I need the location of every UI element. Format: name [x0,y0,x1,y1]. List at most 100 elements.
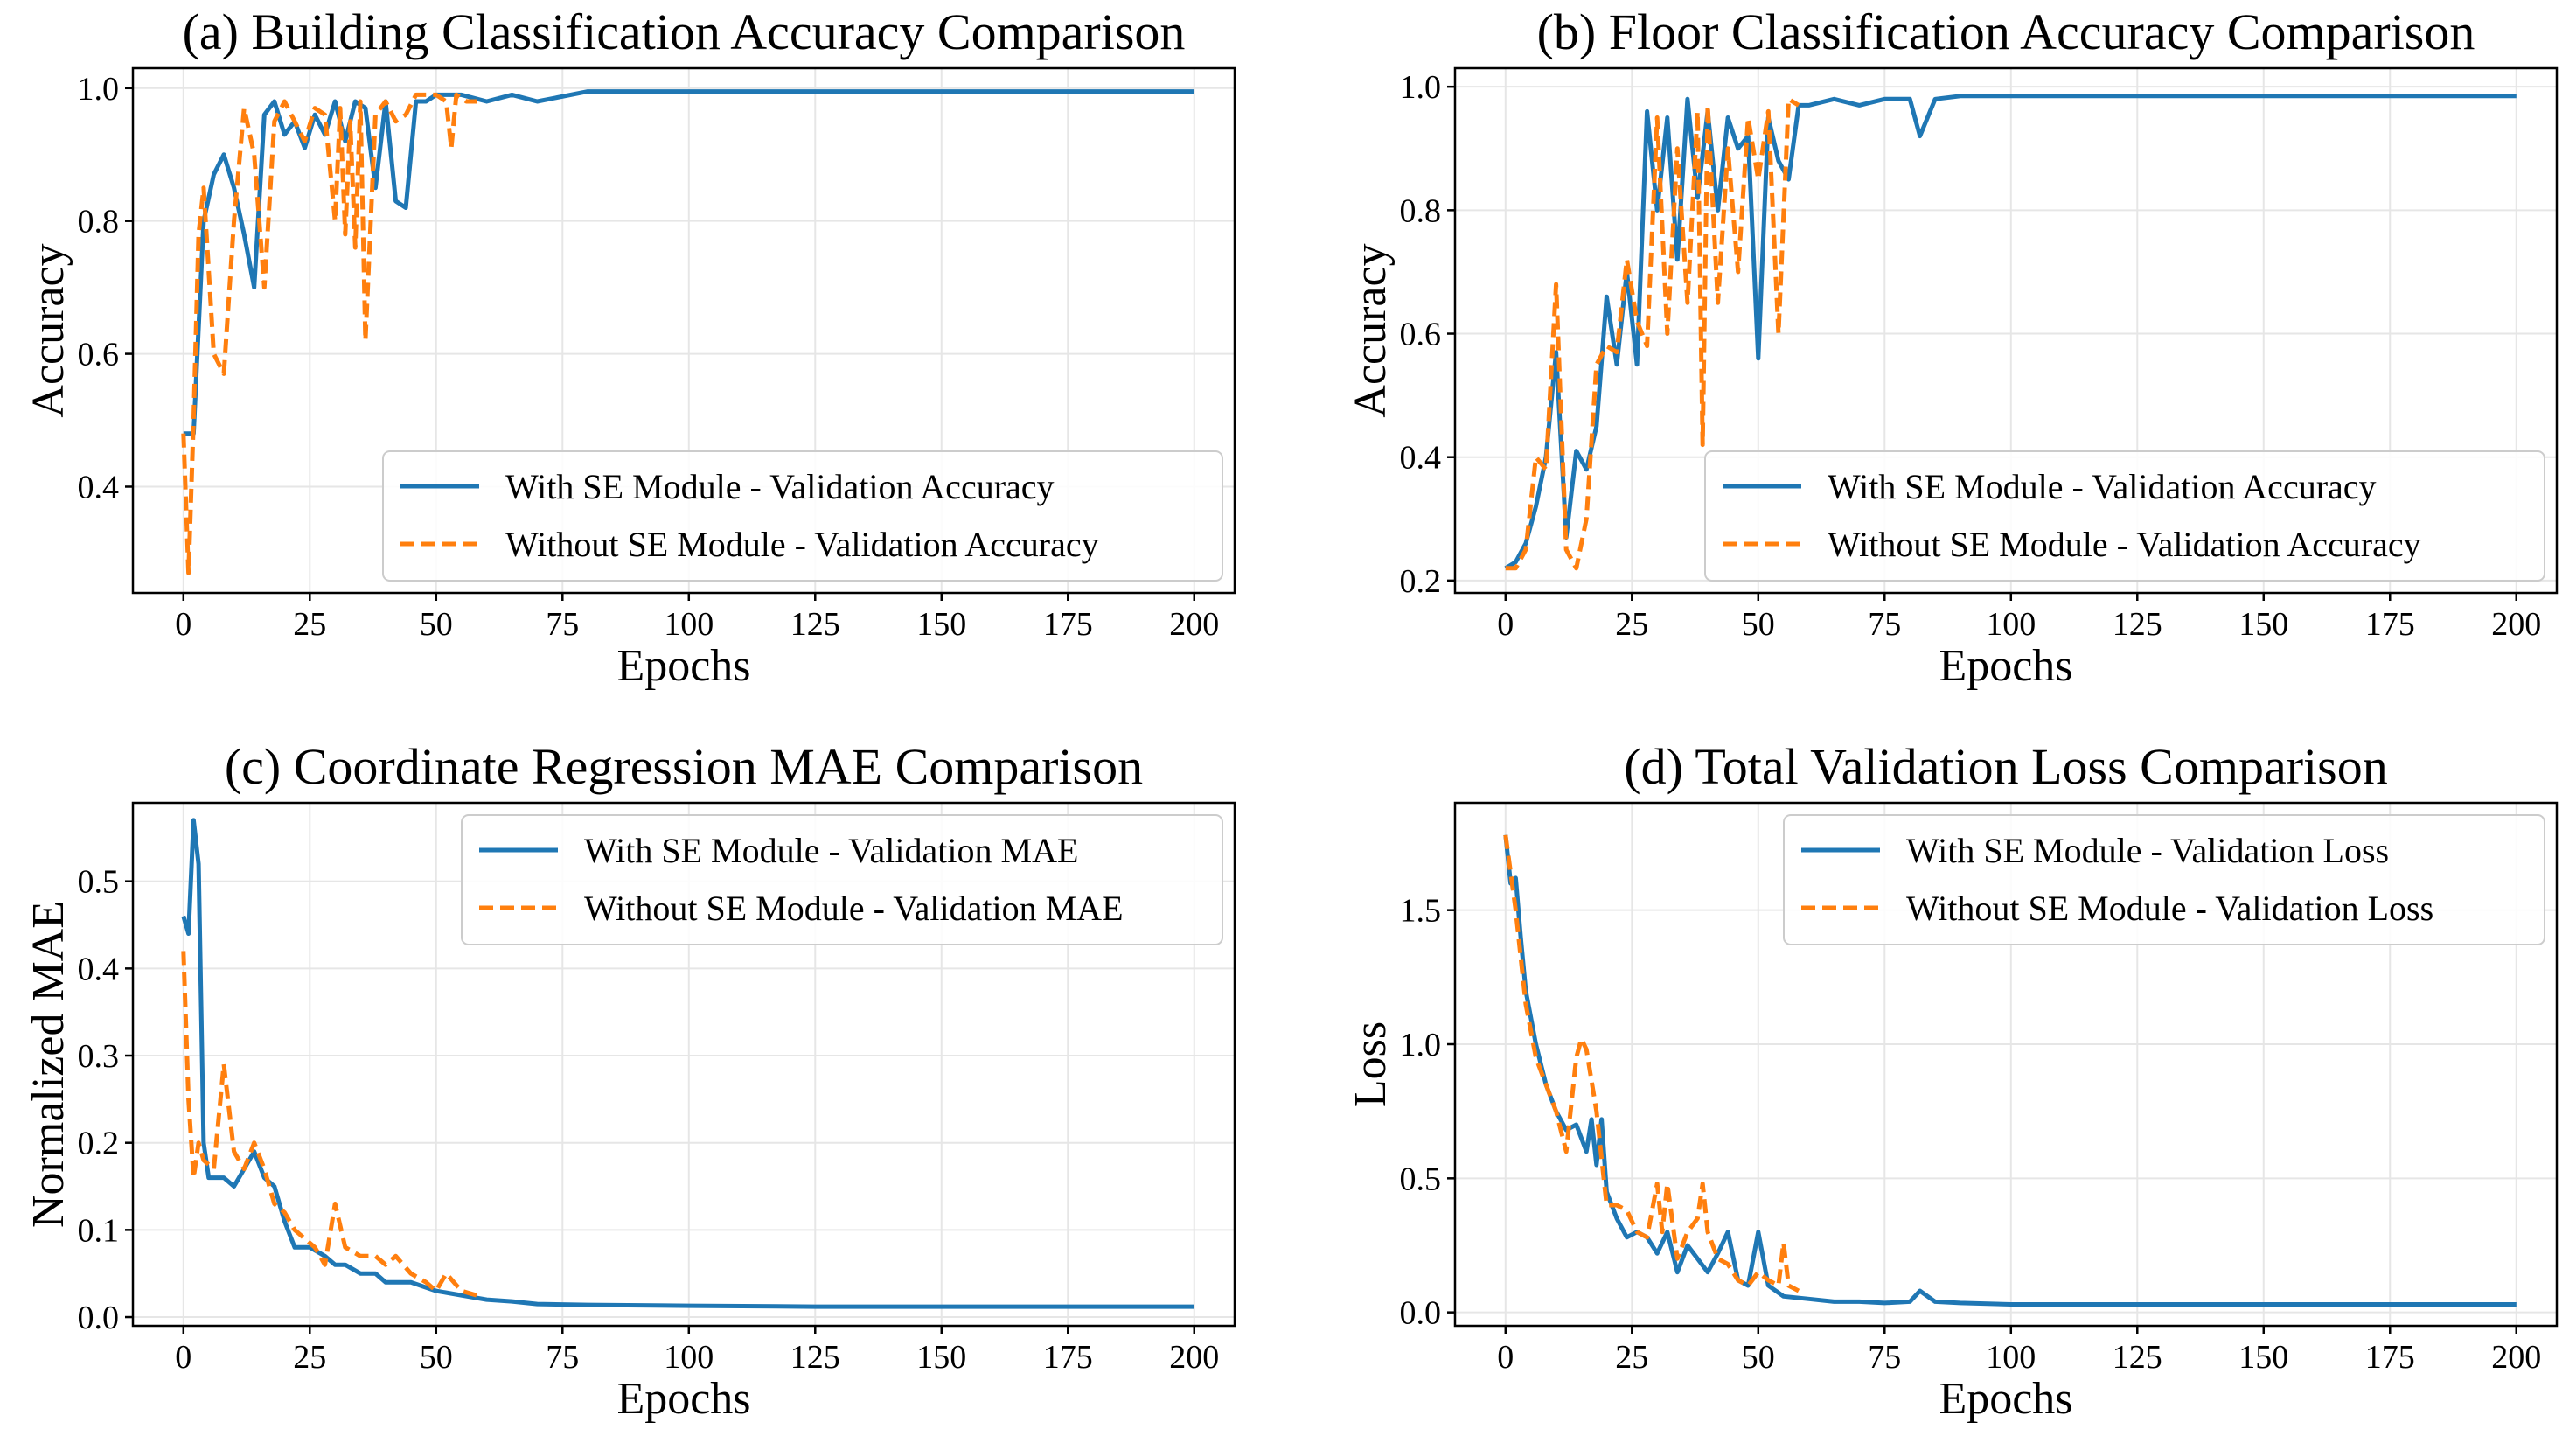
x-tick-label: 125 [790,1339,840,1376]
chart-panel-1: 0 25 50 75 100 125 150 175 200 0.4 0.6 0.8 1.0 (a) Bu… [24,3,1236,691]
legend-label: With SE Module - Validation Loss [1906,831,2389,870]
x-tick-label: 75 [1868,1339,1901,1376]
x-tick-label: 200 [2491,606,2541,643]
x-tick-label: 150 [2238,606,2288,643]
x-tick-label: 50 [1742,606,1775,643]
x-tick-label: 150 [916,606,966,643]
x-tick-label: 50 [420,1339,453,1376]
y-tick-label: 1.0 [1400,1027,1442,1063]
x-tick-label: 175 [1043,1339,1093,1376]
y-tick-label: 0.8 [1400,192,1442,229]
with-se-series-line [181,818,1194,1309]
chart-title: (d) Total Validation Loss Comparison [1624,738,2387,795]
chart-title: (c) Coordinate Regression MAE Comparison [225,738,1143,795]
x-tick-label: 125 [790,606,840,643]
x-tick-label: 25 [1615,1339,1648,1376]
with-se-series-line [183,89,1194,436]
x-tick-label: 75 [1868,606,1901,643]
x-tick-label: 0 [175,1339,191,1376]
without-se-series-line [1505,96,1800,571]
y-tick-label: 1.0 [1400,69,1442,106]
x-tick-label: 175 [1043,606,1093,643]
axes-frame [1453,801,2559,1328]
y-axis-label: Accuracy [24,243,73,417]
x-tick-label: 100 [664,1339,714,1376]
legend-box [1783,814,2545,945]
axes-frame [131,66,1236,595]
y-tick-label: 0.0 [78,1300,120,1336]
y-tick-label: 0.2 [1400,563,1442,600]
x-tick-label: 0 [1497,606,1514,643]
x-tick-label: 175 [2365,606,2415,643]
x-tick-label: 175 [2365,1339,2415,1376]
x-tick-label: 200 [1169,1339,1219,1376]
y-axis-label: Accuracy [1346,243,1396,417]
x-tick-label: 125 [2113,606,2162,643]
x-tick-label: 100 [1986,606,2036,643]
x-tick-label: 100 [664,606,714,643]
legend-label: With SE Module - Validation Accuracy [1828,467,2377,506]
legend-label: Without SE Module - Validation Loss [1906,889,2433,928]
chart-panel-2: 0 25 50 75 100 125 150 175 200 0.2 0.4 0.6 0.8 1.0 (b)… [1346,3,2559,691]
x-axis-label: Epochs [616,641,750,691]
legend: With SE Module - Validation Loss Without … [1783,814,2545,945]
x-tick-label: 25 [1615,606,1648,643]
chart-panel-4: 0 25 50 75 100 125 150 175 200 0.0 0.5 1.0 1.5 (d) To… [1346,738,2559,1424]
chart-panel-3: 0 25 50 75 100 125 150 175 200 0.0 0.1 0.2 0.3 0.4 0.5… [24,738,1236,1424]
x-axis-label: Epochs [616,1374,750,1424]
x-tick-label: 200 [1169,606,1219,643]
y-tick-label: 0.1 [78,1212,120,1249]
chart-title: (a) Building Classification Accuracy Com… [183,3,1186,60]
x-tick-label: 25 [293,606,326,643]
x-tick-label: 0 [175,606,191,643]
without-se-series-line [181,92,477,575]
y-tick-label: 0.4 [1400,440,1442,477]
y-tick-label: 1.5 [1400,893,1442,930]
y-axis-label: Normalized MAE [24,901,73,1228]
x-axis-label: Epochs [1939,641,2072,691]
x-tick-label: 100 [1986,1339,2036,1376]
axes-frame [131,801,1236,1328]
legend-label: With SE Module - Validation Accuracy [505,467,1055,506]
y-tick-label: 0.5 [78,864,120,901]
legend-label: Without SE Module - Validation Accuracy [505,525,1099,564]
without-se-series-line [181,951,477,1298]
x-tick-label: 200 [2491,1339,2541,1376]
y-tick-label: 0.0 [1400,1295,1442,1332]
legend-box [1704,450,2545,582]
legend-box [382,450,1223,582]
y-tick-label: 0.4 [78,951,120,987]
x-tick-label: 75 [546,606,579,643]
x-tick-label: 0 [1497,1339,1514,1376]
y-tick-label: 0.6 [78,337,120,373]
legend-label: Without SE Module - Validation MAE [584,889,1124,928]
legend-label: With SE Module - Validation MAE [584,831,1078,870]
chart-title: (b) Floor Classification Accuracy Compar… [1537,3,2475,60]
x-tick-label: 150 [916,1339,966,1376]
x-tick-label: 50 [1742,1339,1775,1376]
x-tick-label: 50 [420,606,453,643]
legend-label: Without SE Module - Validation Accuracy [1828,525,2421,564]
legend: With SE Module - Validation Accuracy With… [1704,450,2545,582]
with-se-series-line [1504,94,2517,570]
y-tick-label: 0.3 [78,1038,120,1075]
y-tick-label: 0.8 [78,204,120,241]
with-se-series-line [1503,834,2517,1307]
x-tick-label: 125 [2113,1339,2162,1376]
x-tick-label: 150 [2238,1339,2288,1376]
x-axis-label: Epochs [1939,1374,2072,1424]
legend: With SE Module - Validation MAE Without S… [461,814,1223,945]
without-se-series-line [1503,834,1800,1293]
x-tick-label: 25 [293,1339,326,1376]
y-axis-label: Loss [1346,1021,1396,1107]
y-tick-label: 0.4 [78,469,120,505]
y-tick-label: 1.0 [78,71,120,108]
axes-frame [1453,66,2559,595]
y-tick-label: 0.5 [1400,1161,1442,1197]
y-tick-label: 0.2 [78,1126,120,1162]
y-tick-label: 0.6 [1400,317,1442,353]
legend-box [461,814,1223,945]
legend: With SE Module - Validation Accuracy With… [382,450,1223,582]
x-tick-label: 75 [546,1339,579,1376]
